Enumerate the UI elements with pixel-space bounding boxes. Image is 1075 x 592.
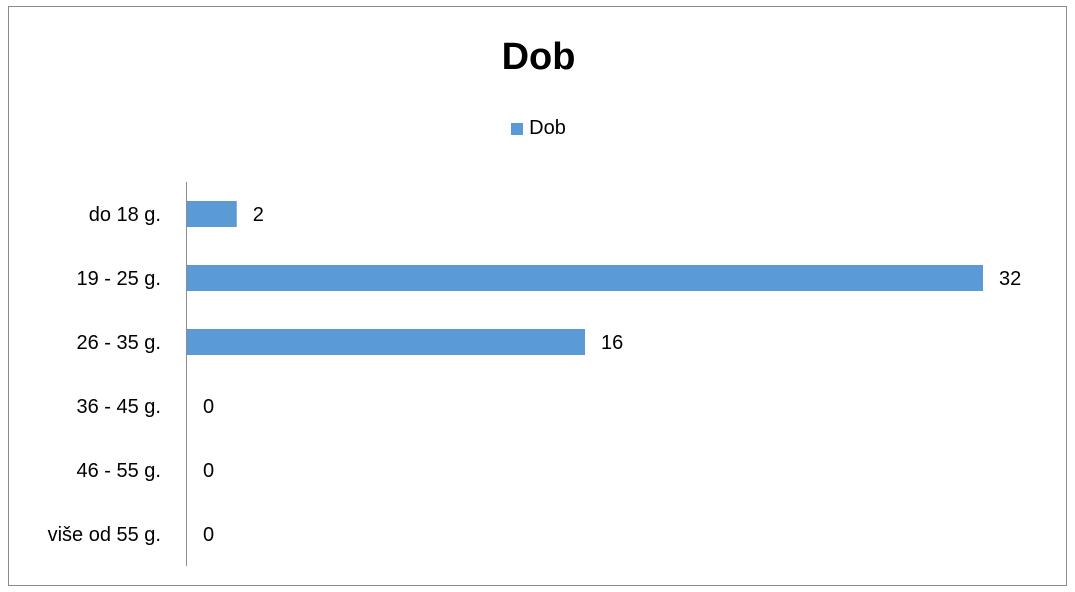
data-label: 16 xyxy=(601,332,623,354)
chart-title: Dob xyxy=(501,36,576,78)
data-label: 0 xyxy=(203,460,214,482)
bar xyxy=(187,329,585,355)
bars xyxy=(187,201,983,355)
data-label: 2 xyxy=(253,204,264,226)
chart-area: Dob Dob xyxy=(8,6,1067,586)
value-labels: 2 32 16 0 0 0 xyxy=(203,204,1021,546)
chart-legend: Dob xyxy=(9,117,1068,140)
bar xyxy=(187,265,983,291)
category-labels: do 18 g. 19 - 25 g. 26 - 35 g. 36 - 45 g. 46… xyxy=(48,204,161,546)
category-label: do 18 g. xyxy=(89,204,161,226)
category-label: 46 - 55 g. xyxy=(76,460,161,482)
category-label: 26 - 35 g. xyxy=(76,332,161,354)
category-label: više od 55 g. xyxy=(48,524,161,546)
bar xyxy=(187,201,237,227)
legend-swatch xyxy=(511,122,524,135)
data-label: 32 xyxy=(999,268,1021,290)
category-label: 19 - 25 g. xyxy=(76,268,161,290)
data-label: 0 xyxy=(203,396,214,418)
data-label: 0 xyxy=(203,524,214,546)
category-label: 36 - 45 g. xyxy=(76,396,161,418)
legend-label: Dob xyxy=(529,117,566,139)
